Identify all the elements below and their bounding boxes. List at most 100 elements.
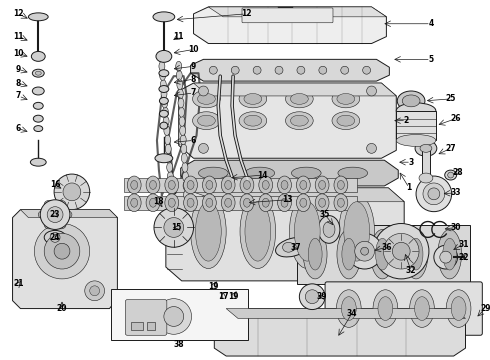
Text: 16: 16: [50, 180, 60, 189]
Text: 19: 19: [208, 282, 219, 291]
Ellipse shape: [159, 86, 169, 93]
Ellipse shape: [244, 115, 262, 126]
Ellipse shape: [225, 180, 232, 189]
Polygon shape: [179, 83, 396, 158]
Circle shape: [44, 233, 80, 269]
Ellipse shape: [410, 290, 434, 327]
Ellipse shape: [275, 238, 309, 257]
Ellipse shape: [153, 12, 175, 22]
Ellipse shape: [159, 98, 169, 104]
Circle shape: [392, 242, 410, 260]
Ellipse shape: [292, 167, 321, 179]
Ellipse shape: [397, 91, 425, 111]
Ellipse shape: [291, 115, 308, 126]
Circle shape: [231, 66, 239, 74]
Circle shape: [434, 245, 458, 269]
Ellipse shape: [160, 71, 166, 80]
Text: 29: 29: [480, 304, 490, 313]
Ellipse shape: [191, 194, 226, 269]
Ellipse shape: [443, 238, 457, 270]
Ellipse shape: [332, 112, 360, 130]
Ellipse shape: [127, 194, 141, 212]
Ellipse shape: [187, 198, 194, 207]
Text: 7: 7: [16, 91, 21, 100]
Text: 19: 19: [228, 292, 238, 301]
Ellipse shape: [180, 135, 186, 145]
Ellipse shape: [370, 229, 394, 279]
Text: 27: 27: [445, 144, 456, 153]
Ellipse shape: [178, 107, 185, 117]
Ellipse shape: [294, 202, 320, 261]
Ellipse shape: [165, 135, 171, 145]
Text: 8: 8: [191, 75, 196, 84]
Ellipse shape: [163, 107, 169, 117]
Ellipse shape: [291, 94, 308, 104]
Circle shape: [209, 66, 217, 74]
Circle shape: [299, 284, 325, 310]
Ellipse shape: [244, 94, 262, 104]
Ellipse shape: [221, 194, 235, 212]
Text: 30: 30: [450, 223, 461, 232]
Ellipse shape: [315, 194, 329, 212]
Ellipse shape: [167, 162, 172, 172]
Ellipse shape: [193, 112, 220, 130]
Circle shape: [363, 66, 370, 74]
Ellipse shape: [32, 87, 44, 95]
Circle shape: [54, 243, 70, 259]
Ellipse shape: [300, 180, 307, 189]
Ellipse shape: [281, 180, 288, 189]
Ellipse shape: [283, 242, 294, 252]
Bar: [297, 225, 470, 284]
Ellipse shape: [202, 194, 216, 212]
Bar: [147, 323, 155, 330]
Ellipse shape: [149, 180, 156, 189]
Bar: [124, 196, 357, 210]
Bar: [396, 111, 436, 140]
Ellipse shape: [315, 176, 329, 194]
Ellipse shape: [409, 238, 423, 270]
Text: 34: 34: [346, 309, 357, 318]
Text: 7: 7: [191, 89, 196, 98]
Ellipse shape: [239, 112, 267, 130]
Ellipse shape: [206, 198, 213, 207]
Circle shape: [253, 66, 261, 74]
Ellipse shape: [339, 194, 374, 269]
Ellipse shape: [262, 180, 269, 189]
Ellipse shape: [206, 180, 213, 189]
Text: 39: 39: [317, 292, 327, 301]
Text: 6: 6: [191, 136, 196, 145]
Ellipse shape: [177, 80, 183, 90]
Text: 24: 24: [50, 233, 60, 242]
Ellipse shape: [160, 122, 168, 129]
Ellipse shape: [163, 116, 169, 126]
Circle shape: [164, 307, 184, 327]
Circle shape: [34, 224, 90, 279]
Text: 3: 3: [409, 158, 414, 167]
Ellipse shape: [300, 198, 307, 207]
Ellipse shape: [318, 180, 325, 189]
Ellipse shape: [240, 194, 254, 212]
Ellipse shape: [338, 180, 344, 189]
Circle shape: [198, 86, 208, 96]
Circle shape: [40, 200, 70, 229]
Ellipse shape: [159, 61, 165, 71]
Text: 8: 8: [16, 78, 21, 87]
Text: 6: 6: [16, 124, 21, 133]
Ellipse shape: [168, 171, 173, 181]
Ellipse shape: [342, 297, 356, 320]
Circle shape: [85, 281, 104, 301]
Ellipse shape: [178, 98, 184, 108]
Ellipse shape: [187, 180, 194, 189]
Ellipse shape: [415, 140, 437, 156]
Circle shape: [319, 66, 327, 74]
Circle shape: [448, 172, 454, 178]
Polygon shape: [194, 83, 396, 96]
Ellipse shape: [342, 238, 356, 270]
Text: 23: 23: [50, 210, 60, 219]
Ellipse shape: [296, 194, 310, 212]
Ellipse shape: [131, 180, 138, 189]
Ellipse shape: [244, 180, 250, 189]
Circle shape: [305, 290, 319, 303]
Text: 26: 26: [450, 114, 461, 123]
Ellipse shape: [182, 162, 188, 172]
